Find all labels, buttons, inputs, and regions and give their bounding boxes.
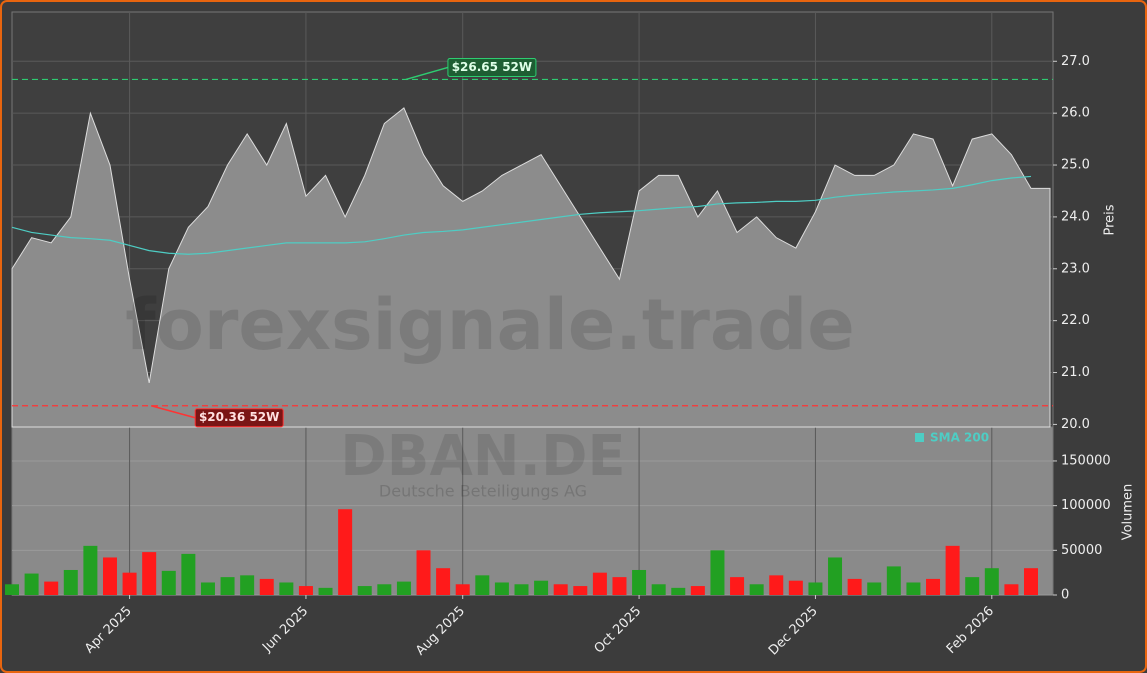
price-area: [11, 107, 1051, 428]
volume-bar: [5, 584, 19, 595]
annotation-label: $20.36 52W: [199, 410, 279, 424]
volume-bar: [240, 575, 255, 595]
volume-bar: [338, 509, 353, 595]
volume-bar: [63, 569, 78, 595]
volume-bar: [24, 573, 39, 595]
y2-tick-label: 50000: [1061, 543, 1102, 558]
y-tick-label: 24.0: [1061, 209, 1090, 224]
volume-bar: [44, 581, 59, 595]
y-tick-label: 25.0: [1061, 158, 1090, 173]
volume-bar: [690, 586, 705, 595]
y-tick-label: 22.0: [1061, 313, 1090, 328]
volume-bar: [749, 584, 764, 595]
volume-bar: [945, 545, 960, 595]
volume-bar: [142, 552, 157, 595]
volume-bar: [710, 550, 725, 595]
volume-bar: [534, 580, 549, 595]
volume-bar: [436, 568, 451, 595]
legend-swatch: [915, 433, 924, 442]
volume-bar: [592, 572, 607, 595]
sma-line: [11, 175, 1032, 255]
y2-tick-label: 100000: [1061, 498, 1111, 513]
y-axis-label: Preis: [1103, 204, 1118, 235]
volume-bar: [161, 570, 176, 595]
volume-bar: [788, 580, 803, 595]
volume-bar: [514, 584, 529, 595]
volume-bar: [573, 586, 588, 595]
volume-bar: [769, 575, 784, 595]
volume-bar: [357, 586, 372, 595]
annotation-arrow: [405, 66, 449, 81]
y2-tick-label: 150000: [1061, 453, 1111, 468]
volume-bar: [612, 577, 627, 595]
legend-label: SMA 200: [930, 431, 989, 445]
y-tick-label: 20.0: [1061, 417, 1090, 432]
volume-bar: [671, 587, 686, 595]
volume-bar: [651, 584, 666, 595]
annotation-box: [194, 408, 284, 428]
y2-tick-label: 0: [1061, 588, 1069, 603]
symbol-watermark: DBAN.DE: [340, 424, 625, 489]
volume-bar: [455, 584, 470, 595]
volume-bar: [475, 575, 490, 595]
volume-bar: [886, 566, 901, 595]
annotation-box: [447, 57, 537, 77]
y-tick-label: 23.0: [1061, 261, 1090, 276]
volume-bar: [632, 569, 647, 595]
volume-bar: [828, 557, 843, 595]
volume-bar: [220, 577, 235, 595]
volume-bar: [984, 568, 999, 595]
volume-bar: [847, 578, 862, 595]
volume-bar: [396, 581, 411, 595]
volume-bar: [926, 578, 941, 595]
volume-bar: [318, 587, 333, 595]
volume-bar: [867, 582, 882, 595]
volume-bar: [259, 578, 274, 595]
y2-axis-label: Volumen: [1121, 484, 1136, 541]
volume-bar: [416, 550, 431, 595]
volume-bar: [298, 586, 313, 595]
annotation-arrow: [150, 405, 196, 419]
volume-bar: [200, 582, 215, 595]
volume-bar: [377, 584, 392, 595]
volume-bar: [122, 572, 137, 595]
company-watermark: Deutsche Beteiligungs AG: [379, 482, 587, 501]
y-tick-label: 27.0: [1061, 54, 1090, 69]
volume-bar: [1004, 584, 1019, 595]
volume-bar: [808, 582, 823, 595]
volume-bar: [730, 577, 745, 595]
volume-bar: [83, 545, 98, 595]
watermark: forexsignale.trade: [125, 284, 854, 366]
volume-bar: [965, 577, 980, 595]
y-tick-label: 21.0: [1061, 365, 1090, 380]
volume-bar: [906, 582, 921, 595]
y-tick-label: 26.0: [1061, 106, 1090, 121]
volume-bar: [102, 557, 117, 595]
annotation-label: $26.65 52W: [452, 60, 532, 74]
volume-bar: [181, 553, 196, 595]
volume-bar: [553, 584, 568, 595]
volume-bar: [1024, 568, 1038, 595]
volume-bar: [494, 582, 509, 595]
volume-bar: [279, 582, 294, 595]
